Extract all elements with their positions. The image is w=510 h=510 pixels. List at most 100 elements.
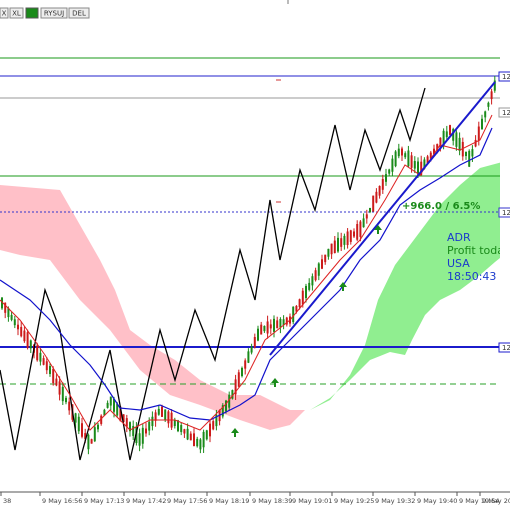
- candle-body: [113, 398, 115, 412]
- candle-body: [100, 415, 103, 424]
- candle-body: [465, 151, 467, 157]
- button[interactable]: [9, 7, 24, 19]
- candle-body: [276, 320, 279, 329]
- candle-body: [397, 148, 400, 157]
- candle-body: [317, 263, 320, 276]
- candle-body: [471, 149, 474, 157]
- candle-body: [23, 330, 26, 342]
- candle-body: [359, 221, 362, 237]
- candle-body: [196, 438, 199, 447]
- candle-body: [442, 130, 445, 147]
- candle-body: [138, 433, 141, 446]
- candle-body: [311, 276, 314, 286]
- button-label: RYSUJ: [44, 10, 64, 18]
- candle-body: [10, 314, 13, 320]
- candle-body: [378, 185, 381, 196]
- candle-body: [423, 159, 426, 169]
- candle-body: [164, 409, 167, 420]
- candle-body: [426, 156, 429, 164]
- candle-body: [490, 91, 493, 100]
- color-button[interactable]: [25, 7, 39, 19]
- candle-body: [247, 351, 250, 363]
- candle-body: [186, 428, 189, 440]
- info-text: USA: [447, 257, 470, 270]
- candle-body: [292, 306, 295, 323]
- candle-body: [122, 414, 125, 422]
- candle-body: [77, 416, 80, 432]
- candle-body: [333, 240, 336, 254]
- candle-body: [436, 144, 439, 151]
- candle-body: [106, 402, 109, 408]
- price-label-box: [498, 107, 510, 118]
- candle-body: [65, 397, 67, 403]
- time-label: 9 May 19:32: [375, 497, 415, 505]
- candle-body: [81, 423, 83, 437]
- candle-body: [13, 319, 16, 326]
- candle-body: [234, 379, 237, 395]
- time-label: 9 May 19:54: [459, 497, 499, 505]
- button[interactable]: [40, 7, 68, 19]
- candle-body: [119, 406, 122, 422]
- candle-body: [269, 324, 272, 329]
- candle-body: [157, 408, 160, 415]
- candle-body: [39, 352, 42, 362]
- time-label: 9 May 17:13: [84, 497, 124, 505]
- candle-body: [410, 155, 413, 168]
- cloud-bullish: [310, 162, 500, 410]
- arrow: [274, 383, 276, 387]
- candle-body: [340, 238, 343, 247]
- candle-body: [282, 319, 285, 325]
- candle-body: [445, 131, 448, 138]
- candle-body: [493, 80, 496, 91]
- candle-body: [263, 325, 266, 332]
- candle-body: [273, 318, 275, 332]
- candle-body: [365, 214, 368, 219]
- candle-body: [372, 195, 375, 212]
- candle-body: [145, 428, 147, 434]
- candle-body: [161, 406, 163, 417]
- candle-body: [417, 161, 419, 175]
- candle-body: [461, 141, 464, 157]
- candle-body: [487, 102, 490, 107]
- info-text: 18:50:43: [447, 270, 496, 283]
- price-label-box: [498, 207, 510, 218]
- candle-body: [20, 326, 23, 337]
- info-text: Profit today: [447, 244, 510, 257]
- kijun-line: [0, 127, 493, 421]
- candle-body: [151, 416, 154, 427]
- zigzag-line: [0, 87, 426, 461]
- cloud-bearish: [0, 185, 305, 430]
- candle-body: [225, 400, 227, 412]
- arrow: [339, 282, 347, 287]
- price-label: 12: [502, 109, 510, 117]
- candle-body: [346, 231, 349, 246]
- candle-body: [93, 427, 96, 442]
- candle-body: [484, 111, 487, 118]
- button-label: DEL: [72, 10, 86, 18]
- candle-body: [97, 424, 99, 430]
- candle-body: [202, 431, 205, 448]
- button[interactable]: [68, 7, 90, 19]
- candle-body: [404, 153, 407, 158]
- candle-body: [205, 430, 208, 440]
- candle-body: [250, 346, 253, 353]
- candle-body: [52, 368, 55, 384]
- candle-body: [7, 308, 10, 318]
- candle-body: [55, 378, 58, 386]
- candle-body: [260, 324, 263, 335]
- candle-body: [314, 270, 317, 281]
- trend-line: [269, 81, 496, 356]
- candle-body: [42, 358, 45, 365]
- candle-body: [103, 409, 106, 416]
- candle-body: [61, 386, 64, 402]
- candle-body: [253, 337, 256, 348]
- button[interactable]: [0, 7, 9, 19]
- candle-body: [58, 381, 61, 395]
- candle-body: [141, 427, 144, 444]
- candle-body: [29, 340, 32, 349]
- candle-body: [87, 434, 90, 450]
- candle-body: [132, 425, 135, 436]
- candle-body: [167, 411, 170, 424]
- candle-body: [177, 420, 179, 432]
